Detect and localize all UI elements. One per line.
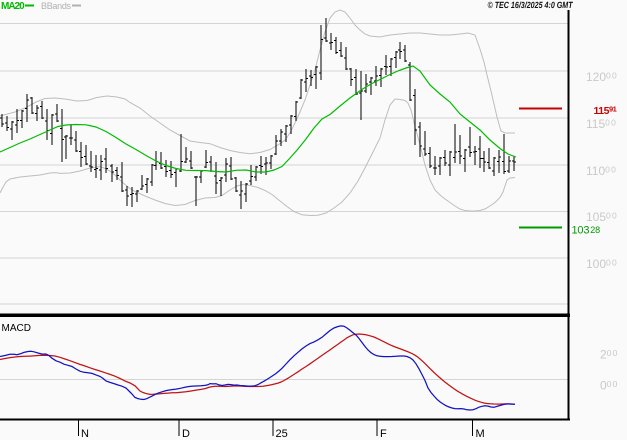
svg-text:MA20: MA20 [1,1,25,12]
svg-text:M: M [476,428,485,440]
svg-text:© TEC 16/3/2025 4:0 GMT: © TEC 16/3/2025 4:0 GMT [488,0,574,10]
svg-text:10328: 10328 [572,225,601,237]
svg-text:11000: 11000 [586,164,617,178]
svg-text:F: F [380,428,387,440]
svg-text:25: 25 [276,428,288,440]
svg-text:10500: 10500 [586,210,618,224]
svg-text:D: D [182,428,190,440]
svg-text:N: N [81,428,89,440]
svg-text:11500: 11500 [586,117,617,131]
svg-text:BBands: BBands [41,1,72,11]
svg-text:12000: 12000 [586,70,618,84]
svg-text:MACD: MACD [2,323,31,334]
